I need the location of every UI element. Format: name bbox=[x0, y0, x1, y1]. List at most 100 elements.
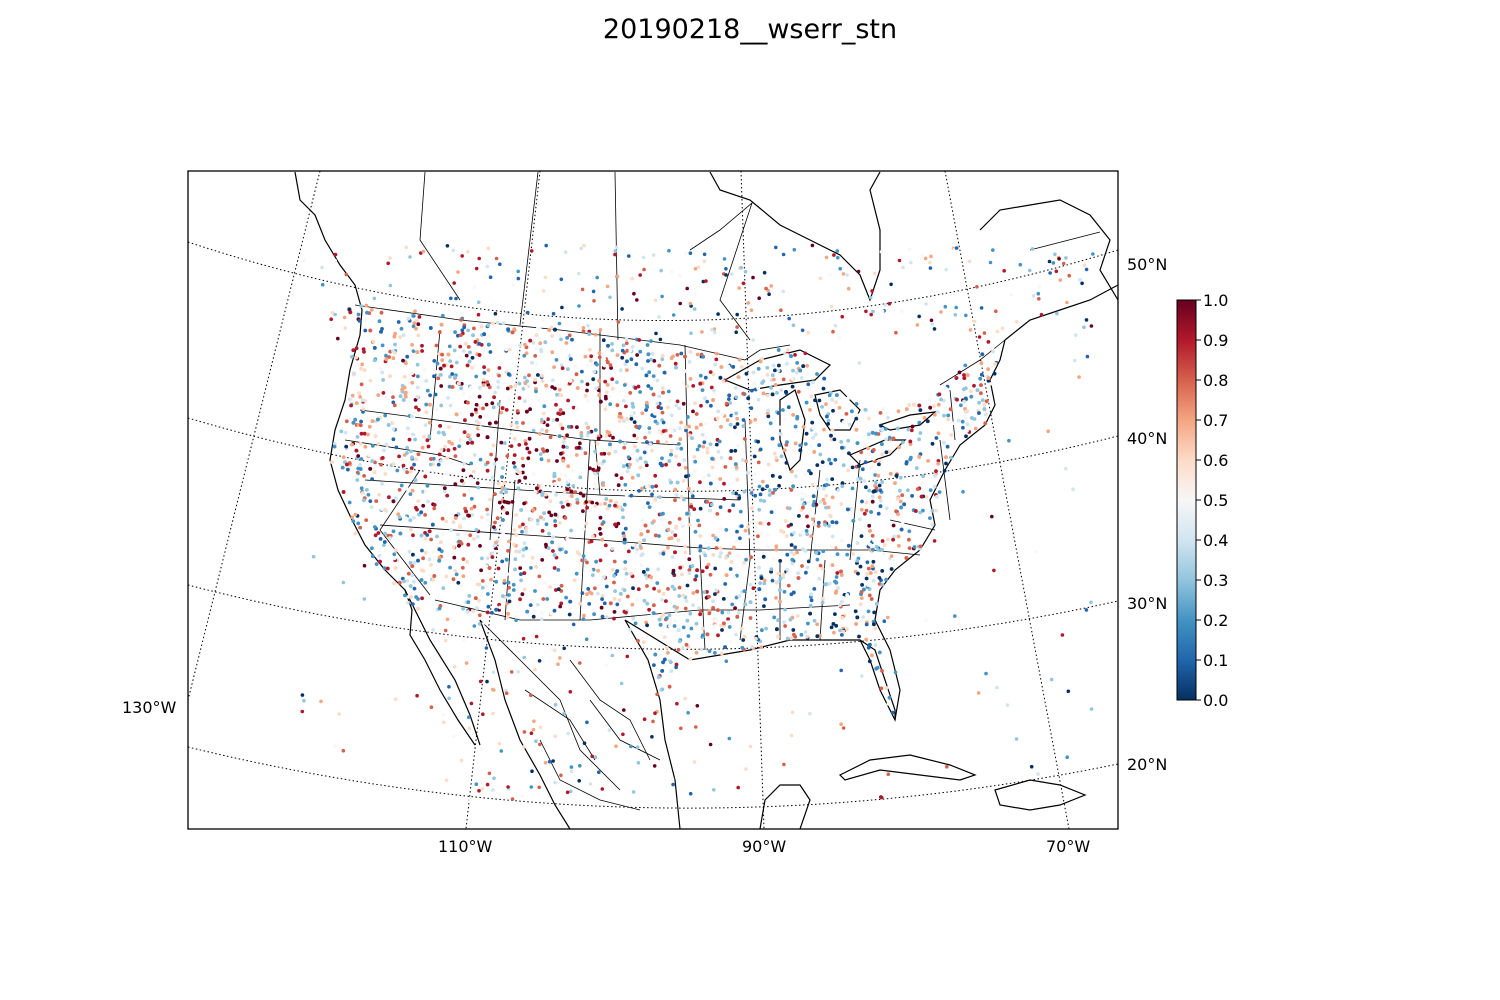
station-dot bbox=[377, 553, 382, 558]
station-dot bbox=[781, 575, 786, 579]
station-dot bbox=[917, 437, 921, 442]
station-dot bbox=[820, 463, 825, 468]
station-dot bbox=[650, 613, 654, 618]
station-dot bbox=[539, 515, 543, 520]
station-dot bbox=[445, 456, 449, 461]
station-dot bbox=[867, 593, 872, 598]
station-dot bbox=[544, 542, 548, 547]
station-dot bbox=[432, 574, 437, 578]
station-dot bbox=[586, 425, 590, 430]
station-dot bbox=[405, 451, 409, 455]
station-dot bbox=[724, 573, 729, 577]
station-dot bbox=[411, 324, 416, 329]
station-dot bbox=[706, 546, 711, 551]
station-dot bbox=[519, 508, 524, 512]
station-dot bbox=[809, 394, 814, 399]
station-dot bbox=[642, 598, 647, 603]
station-dot bbox=[533, 589, 537, 593]
station-dot bbox=[514, 618, 518, 622]
station-dot bbox=[490, 551, 495, 556]
station-dot bbox=[1027, 268, 1032, 273]
station-dot bbox=[699, 647, 704, 652]
station-dot bbox=[792, 632, 796, 637]
station-dot bbox=[638, 456, 643, 461]
station-dot bbox=[518, 343, 522, 348]
station-dot bbox=[937, 490, 942, 494]
station-dot bbox=[501, 518, 505, 522]
station-dot bbox=[465, 560, 470, 564]
station-dot bbox=[422, 367, 427, 372]
station-dot bbox=[544, 383, 549, 388]
station-dot bbox=[675, 446, 680, 451]
station-dot bbox=[637, 425, 642, 430]
station-dot bbox=[910, 424, 915, 429]
station-dot bbox=[652, 603, 656, 608]
station-dot bbox=[491, 670, 496, 675]
station-dot bbox=[583, 393, 588, 398]
station-dot bbox=[531, 340, 536, 345]
station-dot bbox=[716, 633, 720, 638]
station-dot bbox=[533, 490, 538, 494]
station-dot bbox=[567, 354, 572, 358]
station-dot bbox=[967, 259, 972, 264]
station-dot bbox=[677, 442, 681, 446]
station-dot bbox=[870, 533, 875, 538]
station-dot bbox=[441, 713, 446, 717]
station-dot bbox=[774, 596, 778, 600]
station-dot bbox=[731, 491, 735, 495]
station-dot bbox=[742, 589, 747, 593]
station-dot bbox=[695, 447, 700, 452]
station-dot bbox=[427, 529, 432, 534]
station-dot bbox=[803, 630, 808, 634]
station-dot bbox=[633, 621, 638, 626]
station-dot bbox=[595, 275, 599, 280]
station-dot bbox=[880, 668, 884, 673]
station-dot bbox=[736, 785, 740, 790]
station-dot bbox=[578, 475, 583, 480]
station-dot bbox=[436, 462, 441, 467]
station-dot bbox=[481, 383, 486, 387]
station-dot bbox=[839, 569, 843, 574]
station-dot bbox=[656, 439, 660, 444]
station-dot bbox=[812, 514, 817, 518]
station-dot bbox=[687, 568, 692, 572]
station-dot bbox=[893, 670, 898, 675]
station-dot bbox=[753, 417, 758, 422]
station-dot bbox=[789, 733, 794, 738]
station-dot bbox=[690, 564, 695, 568]
station-dot bbox=[496, 385, 501, 390]
station-dot bbox=[446, 396, 450, 400]
station-dot bbox=[485, 460, 490, 465]
station-dot bbox=[486, 342, 491, 347]
station-dot bbox=[631, 405, 635, 409]
station-dot bbox=[516, 670, 520, 674]
station-dot bbox=[484, 646, 489, 650]
station-dot bbox=[556, 587, 561, 592]
station-dot bbox=[562, 490, 567, 494]
station-dot bbox=[423, 550, 428, 555]
station-dot bbox=[995, 685, 999, 690]
station-dot bbox=[360, 398, 365, 403]
station-dot bbox=[1082, 325, 1086, 330]
station-dot bbox=[392, 556, 397, 561]
station-dot bbox=[782, 762, 786, 767]
station-dot bbox=[370, 538, 374, 543]
station-dot bbox=[1053, 252, 1057, 257]
station-dot bbox=[372, 346, 377, 350]
station-dot bbox=[829, 544, 834, 549]
station-dot bbox=[548, 435, 553, 440]
station-dot bbox=[416, 333, 421, 338]
station-dot bbox=[1036, 291, 1041, 296]
station-dot bbox=[742, 634, 747, 639]
station-dot bbox=[532, 609, 537, 613]
station-dot bbox=[780, 583, 785, 587]
station-dot bbox=[679, 726, 683, 731]
station-dot bbox=[874, 480, 878, 485]
station-dot bbox=[517, 396, 522, 400]
station-dot bbox=[598, 328, 603, 332]
station-dot bbox=[667, 520, 672, 525]
station-dot bbox=[817, 398, 822, 403]
station-dot bbox=[758, 359, 763, 364]
station-dot bbox=[550, 334, 554, 338]
station-dot bbox=[398, 531, 403, 536]
